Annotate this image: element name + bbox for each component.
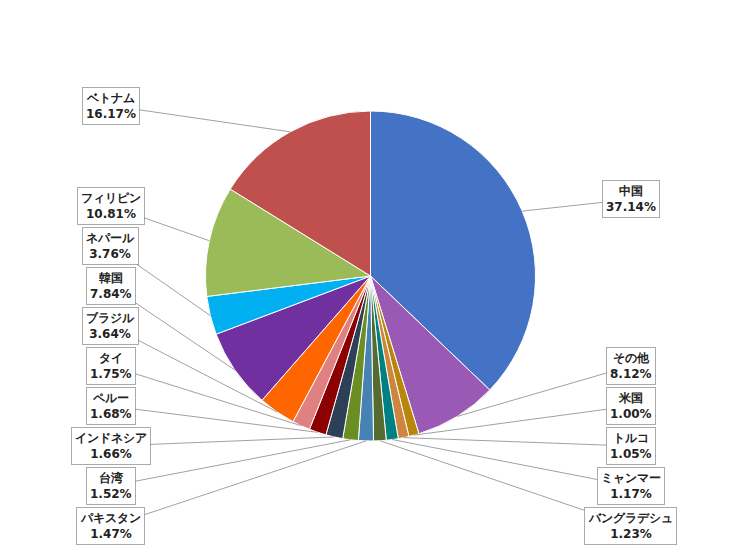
svg-text:ペルー1.68%: ペルー1.68% [90, 391, 132, 421]
svg-text:米国1.00%: 米国1.00% [610, 391, 652, 421]
svg-text:ネパール3.76%: ネパール3.76% [86, 231, 135, 261]
svg-text:パキスタン1.47%: パキスタン1.47% [80, 511, 141, 541]
svg-text:トルコ1.05%: トルコ1.05% [610, 431, 652, 461]
svg-text:タイ1.75%: タイ1.75% [90, 351, 132, 381]
svg-text:韓国7.84%: 韓国7.84% [90, 271, 132, 301]
svg-text:台湾1.52%: 台湾1.52% [90, 471, 132, 501]
svg-text:インドネシア1.66%: インドネシア1.66% [75, 431, 147, 461]
svg-text:フィリピン10.81%: フィリピン10.81% [81, 191, 141, 221]
svg-text:ミャンマー1.17%: ミャンマー1.17% [601, 471, 661, 501]
svg-text:ブラジル3.64%: ブラジル3.64% [86, 311, 135, 341]
svg-text:その他8.12%: その他8.12% [610, 351, 652, 381]
svg-text:ベトナム16.17%: ベトナム16.17% [86, 91, 136, 121]
svg-text:バングラデシュ1.23%: バングラデシュ1.23% [588, 511, 673, 541]
svg-text:中国37.14%: 中国37.14% [606, 184, 656, 214]
